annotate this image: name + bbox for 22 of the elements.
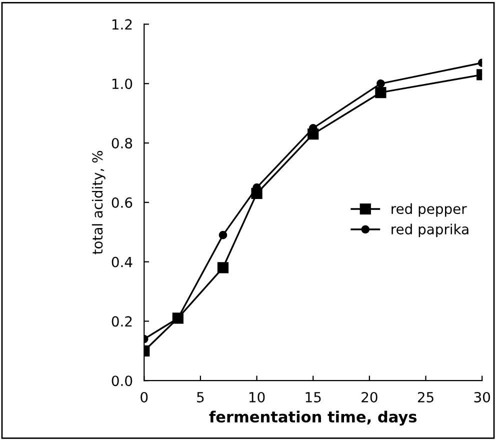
y-tick-label: 0.8 [112, 138, 132, 148]
point [376, 79, 385, 88]
y-tick-label: 0.6 [112, 197, 132, 208]
y-tick-label: 1.2 [112, 19, 132, 30]
y-tick-label: 1.0 [112, 78, 132, 90]
y-tick-label: 0.2 [112, 316, 132, 327]
legend-label: red pepper [392, 203, 467, 217]
x-tick-label: 25 [418, 392, 434, 402]
legend-label: red paprika [392, 224, 468, 238]
x-tick-label: 5 [197, 392, 204, 402]
x-tick-label: 20 [362, 392, 378, 402]
x-tick-label: 15 [306, 392, 321, 402]
point [218, 230, 228, 240]
point [217, 262, 229, 274]
x-axis-title: fermentation time, days [209, 410, 417, 426]
y-axis-title: total acidity, % [92, 150, 106, 254]
x-tick-label: 30 [474, 392, 490, 402]
y-tick-label: 0.4 [112, 256, 132, 268]
x-tick-label: 10 [249, 392, 265, 402]
point [375, 86, 386, 98]
y-tick-label: 0.0 [112, 376, 132, 386]
x-tick-label: 0 [140, 392, 148, 402]
